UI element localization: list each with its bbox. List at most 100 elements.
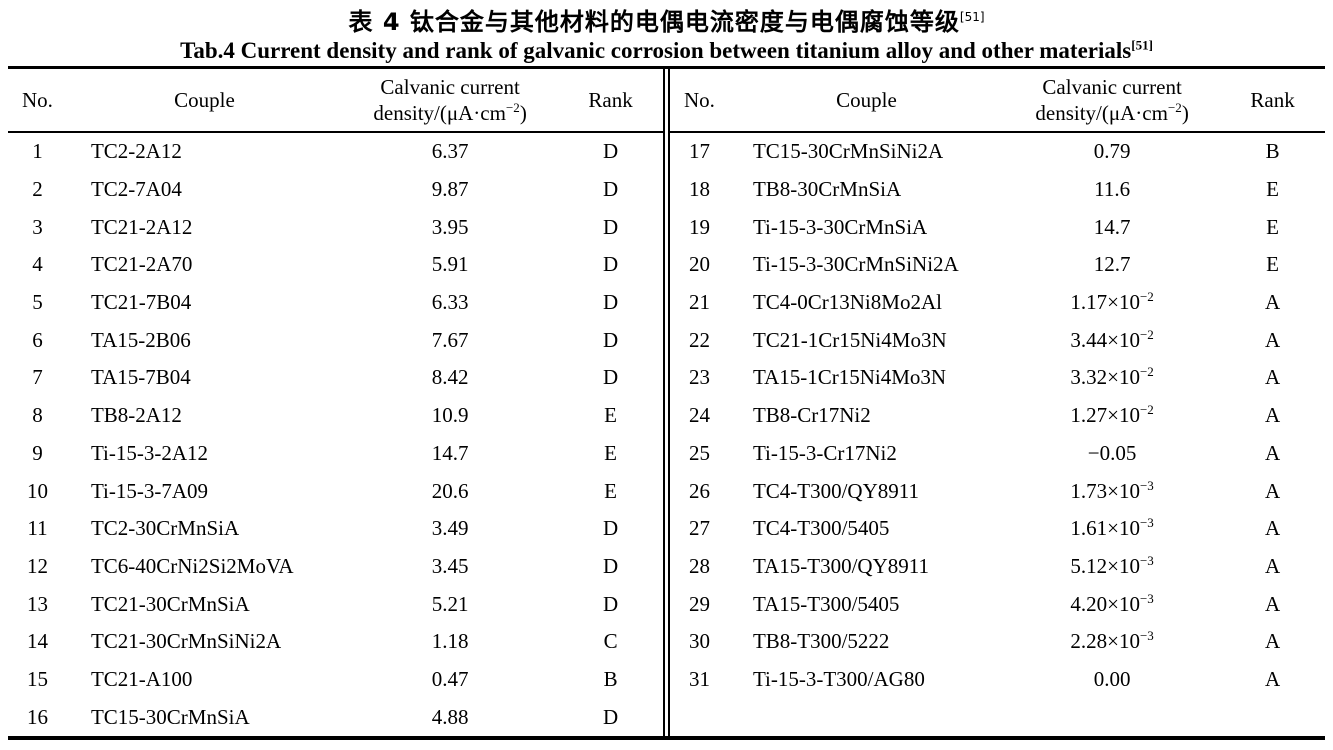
cell-density: 4.20×10−3: [1070, 590, 1154, 616]
cell-no: 4: [32, 252, 43, 277]
table-row: 27 TC4-T300/5405 1.61×10−3 A: [670, 510, 1325, 548]
cell-rank: C: [603, 629, 618, 654]
header-rank: Rank: [558, 69, 663, 133]
cell-no: 28: [688, 553, 710, 578]
cell-rank: D: [603, 177, 619, 202]
table-row: 3 TC21-2A12 3.95 D: [8, 208, 663, 246]
table-row: 21 TC4-0Cr13Ni8Mo2Al 1.17×10−2 A: [670, 284, 1325, 322]
cell-couple: Ti-15-3-2A12: [90, 440, 209, 465]
table-row: 26 TC4-T300/QY8911 1.73×10−3 A: [670, 472, 1325, 510]
table-title-zh: 表 4 钛合金与其他材料的电偶电流密度与电偶腐蚀等级[51]: [348, 8, 985, 36]
cell-density: 6.33: [431, 290, 469, 315]
cell-couple: Ti-15-3-T300/AG80: [752, 666, 925, 691]
table-row: 16 TC15-30CrMnSiA 4.88 D: [8, 698, 663, 736]
table-right-half: No. Couple Calvanic current density/(μA·…: [670, 69, 1325, 736]
cell-no: 2: [32, 177, 43, 202]
cell-density: 14.7: [431, 440, 469, 465]
cell-no: 9: [32, 440, 43, 465]
cell-rank: A: [1265, 666, 1281, 691]
table-row: 23 TA15-1Cr15Ni4Mo3N 3.32×10−2 A: [670, 359, 1325, 397]
cell-rank: E: [604, 478, 617, 503]
cell-no: 15: [26, 666, 48, 691]
cell-density: 10.9: [431, 403, 469, 428]
cell-no: 3: [32, 214, 43, 239]
cell-density: 6.37: [431, 139, 469, 164]
cell-no: 26: [688, 478, 710, 503]
cell-density: 7.67: [431, 327, 469, 352]
table-row: 7 TA15-7B04 8.42 D: [8, 359, 663, 397]
cell-couple: Ti-15-3-30CrMnSiA: [752, 214, 928, 239]
cell-density: 5.12×10−3: [1070, 552, 1154, 578]
header-density-line2: density/(μA·cm−2): [1035, 100, 1189, 125]
cell-rank: D: [603, 139, 619, 164]
cell-rank: E: [1266, 214, 1279, 239]
cell-couple: Ti-15-3-Cr17Ni2: [752, 440, 897, 465]
cell-no: 7: [32, 365, 43, 390]
header-density-line1: Calvanic current: [1042, 75, 1182, 99]
header-row: No. Couple Calvanic current density/(μA·…: [8, 69, 663, 133]
table-row: 5 TC21-7B04 6.33 D: [8, 284, 663, 322]
cell-no: 11: [27, 516, 48, 541]
cell-couple: TA15-2B06: [90, 327, 191, 352]
cell-density: 0.47: [431, 666, 469, 691]
cell-density: 5.91: [431, 252, 469, 277]
table-row: 8 TB8-2A12 10.9 E: [8, 397, 663, 435]
cell-couple: TA15-1Cr15Ni4Mo3N: [752, 365, 947, 390]
cell-rank: D: [603, 704, 619, 729]
cell-rank: A: [1265, 516, 1281, 541]
cell-rank: D: [603, 252, 619, 277]
cell-couple: TC15-30CrMnSiA: [90, 704, 250, 729]
cell-couple: TC15-30CrMnSiNi2A: [752, 139, 944, 164]
header-density-line1: Calvanic current: [380, 75, 520, 99]
cell-rank: A: [1265, 327, 1281, 352]
cell-no: 17: [688, 139, 710, 164]
header-density: Calvanic current density/(μA·cm−2): [342, 69, 559, 133]
cell-density: 3.45: [431, 553, 469, 578]
right-table-body: 17 TC15-30CrMnSiNi2A 0.79 B 18 TB8-30CrMnSiA 1…: [670, 132, 1325, 698]
cell-couple: TC2-7A04: [90, 177, 182, 202]
cell-couple: Ti-15-3-7A09: [90, 478, 209, 503]
table-row: 4 TC21-2A70 5.91 D: [8, 246, 663, 284]
header-rank: Rank: [1220, 69, 1325, 133]
table-row: 18 TB8-30CrMnSiA 11.6 E: [670, 171, 1325, 209]
table-row: 31 Ti-15-3-T300/AG80 0.00 A: [670, 661, 1325, 699]
cell-couple: TC4-T300/QY8911: [752, 478, 919, 503]
cell-rank: E: [1266, 252, 1279, 277]
cell-rank: B: [603, 666, 618, 691]
cell-rank: D: [603, 290, 619, 315]
header-couple: Couple: [728, 69, 1005, 133]
left-table: No. Couple Calvanic current density/(μA·…: [8, 69, 663, 736]
table-row: 2 TC2-7A04 9.87 D: [8, 171, 663, 209]
cell-couple: TC4-T300/5405: [752, 516, 890, 541]
cell-couple: TC4-0Cr13Ni8Mo2Al: [752, 290, 942, 315]
cell-density: 2.28×10−3: [1070, 628, 1154, 654]
cell-rank: D: [603, 214, 619, 239]
cell-density: 1.73×10−3: [1070, 477, 1154, 503]
cell-rank: E: [604, 440, 617, 465]
cell-no: 22: [688, 327, 710, 352]
cell-no: 10: [26, 478, 48, 503]
cell-no: 24: [688, 403, 710, 428]
cell-no: 5: [32, 290, 43, 315]
table-row: 19 Ti-15-3-30CrMnSiA 14.7 E: [670, 208, 1325, 246]
cell-density: 3.49: [431, 516, 469, 541]
cell-density: 8.42: [431, 365, 469, 390]
table-row: 10 Ti-15-3-7A09 20.6 E: [8, 472, 663, 510]
cell-couple: TC6-40CrNi2Si2MoVA: [90, 553, 294, 578]
table-row: 15 TC21-A100 0.47 B: [8, 661, 663, 699]
cell-rank: A: [1265, 365, 1281, 390]
header-density: Calvanic current density/(μA·cm−2): [1004, 69, 1221, 133]
table-row: 17 TC15-30CrMnSiNi2A 0.79 B: [670, 132, 1325, 171]
cell-no: 1: [32, 139, 43, 164]
cell-density: 1.17×10−2: [1070, 289, 1154, 315]
cell-rank: D: [603, 327, 619, 352]
table-row: 20 Ti-15-3-30CrMnSiNi2A 12.7 E: [670, 246, 1325, 284]
cell-density: 5.21: [431, 591, 469, 616]
table-row: 24 TB8-Cr17Ni2 1.27×10−2 A: [670, 397, 1325, 435]
cell-density: 14.7: [1093, 214, 1131, 239]
table-row: 1 TC2-2A12 6.37 D: [8, 132, 663, 171]
cell-density: 11.6: [1094, 177, 1131, 202]
cell-no: 27: [688, 516, 710, 541]
cell-no: 14: [26, 629, 48, 654]
